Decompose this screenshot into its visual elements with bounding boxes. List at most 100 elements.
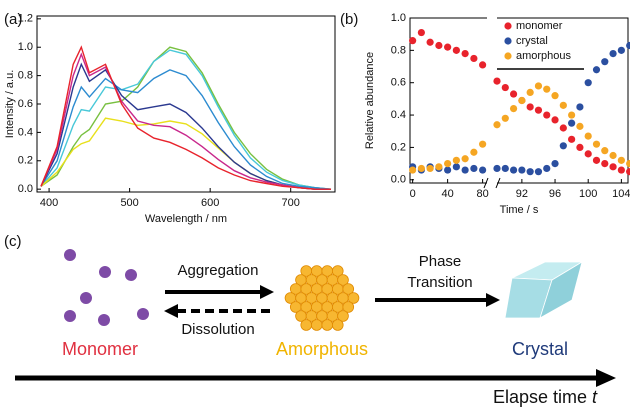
data-point: [584, 79, 592, 87]
spectrum-line: [40, 62, 331, 190]
data-point: [601, 58, 609, 66]
data-point: [470, 148, 478, 156]
x-tick-label: 104: [612, 188, 630, 200]
y-tick-label: 0.4: [18, 126, 33, 138]
data-point: [584, 150, 592, 158]
cluster-dot: [342, 301, 355, 313]
cluster-dot: [337, 274, 349, 286]
dissolution-label: Dissolution: [181, 321, 254, 338]
monomer-dots: [64, 249, 149, 326]
cluster-dot: [347, 292, 360, 304]
data-point: [470, 164, 478, 173]
y-tick-label: 0.6: [18, 98, 33, 110]
x-tick-label: 700: [282, 197, 300, 209]
state-label: Monomer: [62, 339, 138, 359]
data-point: [526, 88, 534, 97]
y-tick-label: 0.6: [391, 77, 406, 89]
x-tick-label: 400: [40, 197, 58, 209]
spectrum-line: [40, 69, 332, 190]
state-label: Crystal: [512, 339, 568, 359]
legend-marker: [504, 22, 512, 30]
data-point: [543, 164, 551, 173]
data-point: [626, 168, 630, 176]
data-point: [518, 166, 526, 174]
y-tick-label: 0.8: [18, 70, 33, 82]
legend-label: crystal: [516, 35, 548, 47]
data-point: [568, 135, 576, 143]
data-point: [617, 156, 625, 164]
data-point: [493, 77, 501, 85]
data-point: [479, 140, 487, 148]
data-point: [534, 106, 543, 114]
cluster-dot: [321, 319, 334, 331]
data-point: [601, 159, 609, 168]
x-tick-label: 0: [410, 188, 416, 200]
data-point: [576, 122, 584, 130]
cluster-dot: [331, 265, 344, 277]
data-point: [509, 90, 518, 98]
spectrum-line: [40, 46, 332, 190]
data-point: [452, 163, 460, 171]
data-point: [551, 92, 559, 100]
elapse-symbol: t: [592, 387, 598, 407]
elapse-text: Elapse time: [493, 387, 587, 407]
data-point: [518, 96, 526, 105]
panel-label: (b): [340, 11, 358, 28]
data-point: [461, 49, 469, 58]
data-point: [609, 49, 617, 58]
legend-marker: [504, 37, 512, 45]
cluster-dot: [300, 319, 313, 331]
y-tick-label: 0.0: [391, 174, 406, 186]
plot-frame: [409, 17, 629, 184]
cluster-dot: [331, 319, 344, 331]
panel-label: (c): [4, 233, 22, 250]
data-point: [526, 168, 534, 176]
data-point: [592, 156, 601, 164]
data-point: [501, 164, 509, 173]
aggregation-label: Aggregation: [178, 262, 259, 279]
state-label: Amorphous: [276, 339, 368, 359]
cluster-dot: [337, 310, 349, 322]
data-point: [479, 61, 487, 69]
data-point: [559, 101, 567, 109]
plot-frame: [36, 15, 336, 193]
data-point: [559, 142, 567, 150]
data-point: [551, 116, 559, 124]
y-tick-label: 0.4: [391, 109, 406, 121]
x-axis-label: Time / s: [500, 204, 539, 216]
data-point: [417, 28, 425, 37]
data-point: [470, 54, 478, 63]
y-axis-label: Intensity / a.u.: [4, 70, 16, 138]
x-tick-label: 40: [442, 188, 454, 200]
data-point: [576, 143, 584, 152]
cluster-dot: [310, 319, 323, 331]
x-tick-label: 100: [579, 188, 597, 200]
data-point: [444, 159, 452, 168]
spectrum-line: [40, 117, 331, 190]
data-point: [543, 111, 551, 119]
x-tick-label: 80: [477, 188, 489, 200]
y-tick-label: 0.2: [391, 141, 406, 153]
panel-label: (a): [4, 11, 22, 28]
data-point: [409, 37, 417, 45]
cluster-dot: [342, 283, 355, 295]
x-axis-label: Wavelength / nm: [145, 213, 227, 225]
y-tick-label: 0.0: [18, 183, 33, 195]
data-point: [501, 114, 509, 122]
data-point: [568, 119, 576, 127]
data-point: [452, 156, 460, 164]
data-point: [426, 164, 434, 173]
data-point: [584, 132, 592, 140]
data-point: [559, 124, 567, 132]
data-point: [509, 166, 518, 174]
arrow-head: [164, 304, 178, 318]
data-point: [461, 155, 469, 163]
data-point: [526, 103, 534, 111]
x-tick-label: 600: [201, 197, 219, 209]
x-tick-label: 92: [516, 188, 528, 200]
data-point: [409, 166, 417, 174]
spectrum-line: [40, 52, 331, 190]
crystal-shape: [504, 261, 584, 319]
arrow-head: [596, 369, 616, 387]
